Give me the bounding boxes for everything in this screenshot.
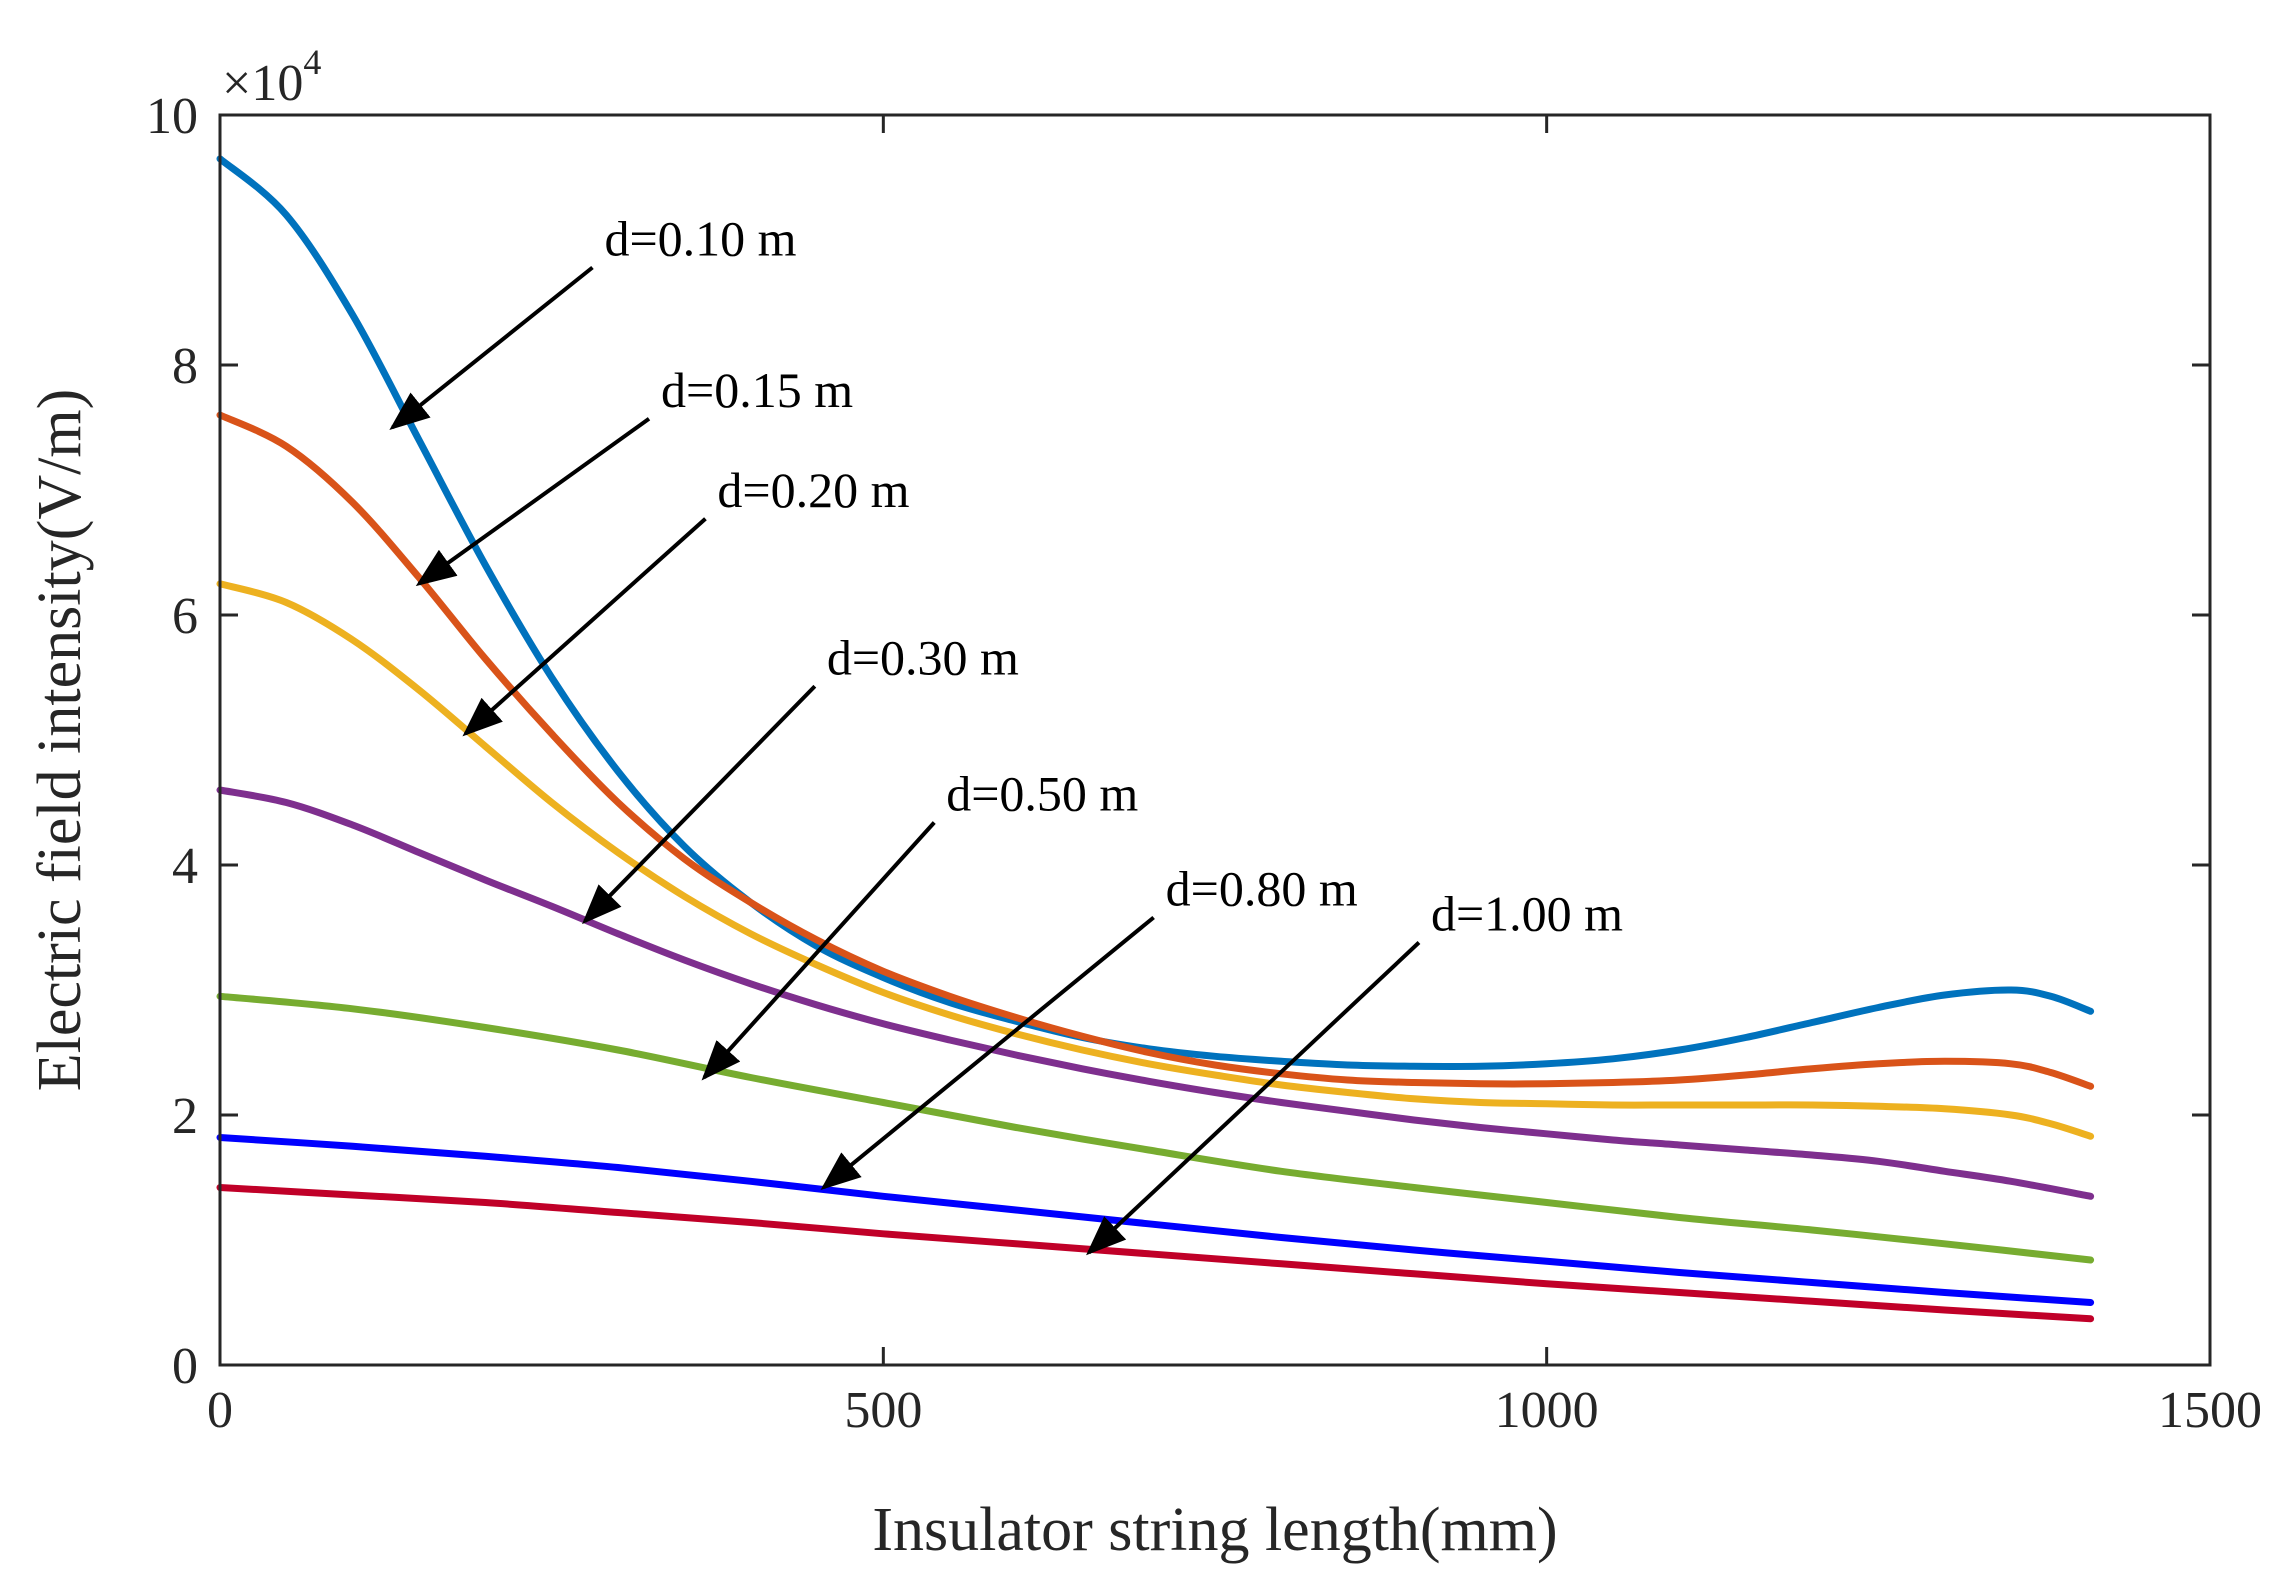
series-line-d-0-30-m xyxy=(216,786,2095,1200)
series-line-d-0-20-m xyxy=(216,580,2095,1140)
y-tick-label: 6 xyxy=(172,588,198,645)
x-tick-label: 0 xyxy=(207,1382,233,1439)
series-layer xyxy=(216,155,2095,1323)
annotation-label: d=1.00 m xyxy=(1431,886,1623,942)
series-line-d-0-80-m xyxy=(216,1134,2095,1306)
annotation-layer: d=0.10 m d=0.15 m d=0.20 m d=0.30 m d=0.50 m… xyxy=(389,211,1623,1256)
y-tick-label: 8 xyxy=(172,338,198,395)
y-tick-label: 2 xyxy=(172,1088,198,1145)
annotation-arrow xyxy=(701,821,936,1081)
y-tick-label: 4 xyxy=(172,838,198,895)
x-tick-label: 500 xyxy=(844,1382,922,1439)
x-axis-title: Insulator string length(mm) xyxy=(872,1496,1557,1564)
annotation-arrow xyxy=(582,684,817,925)
y-tick-label: 0 xyxy=(172,1338,198,1395)
y-exponent-power: 4 xyxy=(303,42,321,82)
annotation-label: d=0.15 m xyxy=(661,362,853,418)
annotation-arrow xyxy=(820,915,1155,1191)
annotation-arrow xyxy=(415,417,651,587)
y-axis-title: Electric field intensity(V/m) xyxy=(26,389,94,1091)
series-line-d-1-00-m xyxy=(216,1184,2095,1323)
annotation-label: d=0.50 m xyxy=(946,766,1138,822)
annotation-label: d=0.10 m xyxy=(604,211,796,267)
x-tick-label: 1000 xyxy=(1495,1382,1599,1439)
series-line-d-0-50-m xyxy=(216,992,2095,1264)
y-tick-label: 10 xyxy=(146,88,198,145)
series-line-d-0-15-m xyxy=(216,411,2095,1090)
axes-box xyxy=(218,113,2212,1367)
plot-area xyxy=(220,115,2210,1365)
annotation-label: d=0.80 m xyxy=(1166,861,1358,917)
y-exponent-label: ×104 xyxy=(222,42,321,112)
annotation-label: d=0.20 m xyxy=(717,462,909,518)
annotation-arrow xyxy=(462,517,707,737)
x-tick-label: 1500 xyxy=(2158,1382,2262,1439)
annotation-arrow xyxy=(1086,941,1421,1256)
annotation-arrow xyxy=(389,265,594,430)
annotation-label: d=0.30 m xyxy=(827,629,1019,685)
y-exponent-base: ×10 xyxy=(222,55,303,112)
